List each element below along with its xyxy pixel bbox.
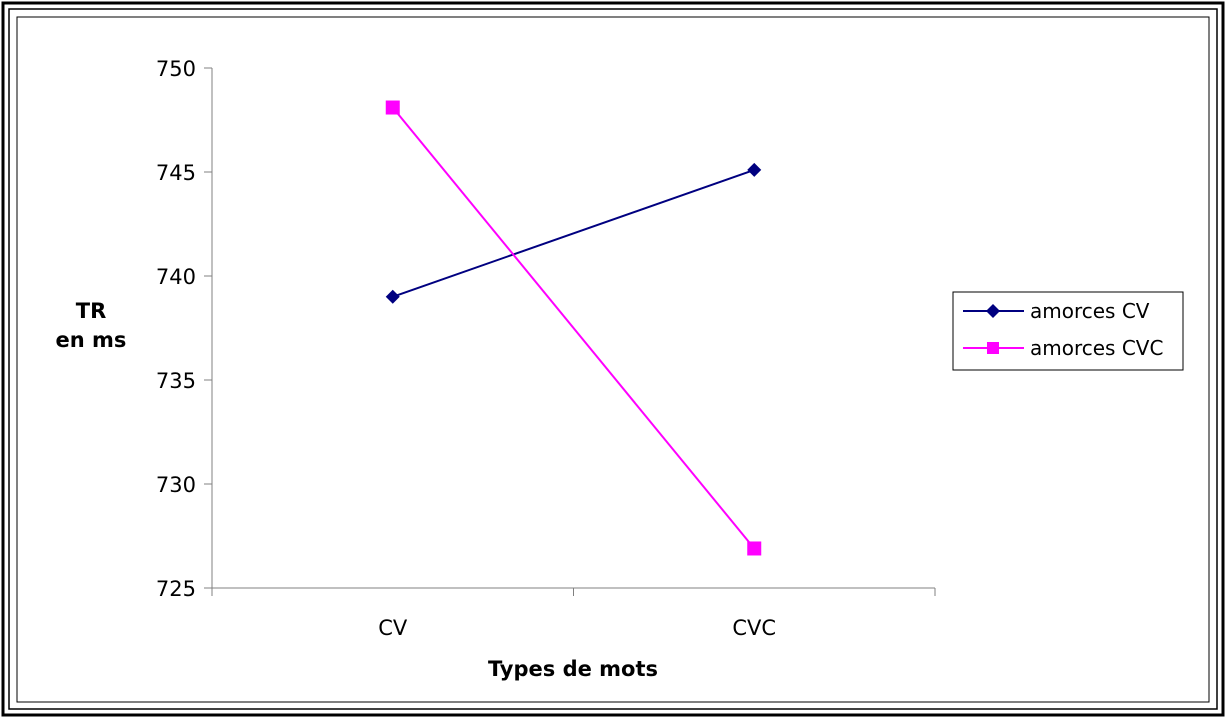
x-axis-title: Types de mots (488, 657, 658, 681)
y-axis-ticks: 725 730 735 740 745 750 (156, 57, 212, 601)
x-axis-ticks: CV CVC (211, 588, 936, 640)
inner-border (8, 8, 1218, 710)
series-layer (385, 100, 762, 556)
y-tick-label: 730 (156, 473, 196, 497)
y-tick-label: 740 (156, 265, 196, 289)
data-point-square (747, 541, 762, 556)
y-axis-title-line-2: en ms (56, 328, 127, 352)
data-point-diamond (747, 162, 762, 177)
chart-area-border (16, 16, 1210, 703)
y-tick-label: 750 (156, 57, 196, 81)
y-axis-title-line-1: TR (76, 299, 107, 323)
x-tick-label: CV (378, 616, 408, 640)
data-point-diamond (385, 289, 400, 304)
legend-label-amorces-cvc: amorces CVC (1030, 336, 1163, 360)
y-tick-label: 735 (156, 369, 196, 393)
data-point-square (385, 100, 400, 115)
series-line (391, 106, 756, 550)
legend-marker-diamond (986, 304, 1000, 318)
series-line (392, 168, 755, 298)
x-tick-label: CVC (732, 616, 776, 640)
legend-box (952, 291, 1184, 371)
legend-marker-square (987, 342, 999, 354)
y-tick-label: 745 (156, 161, 196, 185)
legend-label-amorces-cv: amorces CV (1030, 299, 1150, 323)
legend: amorces CV amorces CVC (952, 291, 1184, 371)
y-tick-label: 725 (156, 577, 196, 601)
